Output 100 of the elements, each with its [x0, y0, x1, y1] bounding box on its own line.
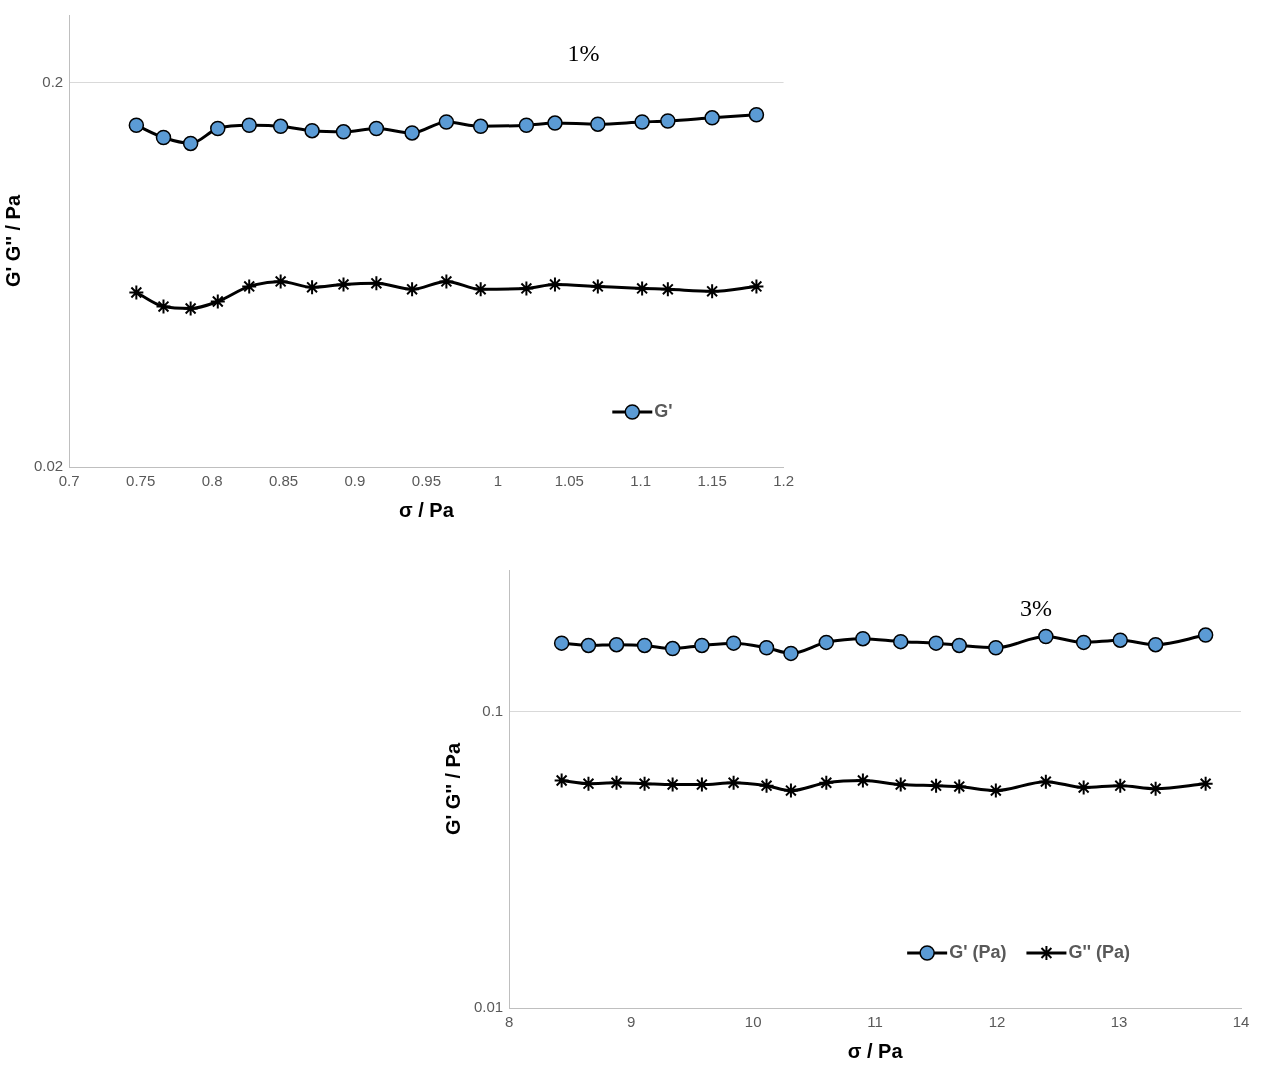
point: [335, 276, 352, 293]
point: [928, 777, 945, 794]
point: [438, 114, 455, 130]
point: [854, 772, 871, 789]
point: [1075, 634, 1092, 651]
point: [1197, 775, 1214, 792]
point: [182, 300, 199, 317]
point: [987, 782, 1004, 799]
point: [1112, 632, 1128, 648]
y-tick-label: 0.2: [42, 72, 64, 90]
x-tick-label: 13: [1110, 1013, 1128, 1031]
point: [553, 635, 570, 651]
y-tick-label: 0.02: [33, 457, 64, 475]
point: [855, 630, 871, 647]
point: [580, 637, 597, 654]
point: [404, 281, 421, 298]
y-axis-title: G' G'' / Pa: [1, 194, 24, 288]
point: [546, 276, 563, 293]
point: [272, 118, 289, 135]
point: [758, 777, 775, 794]
point: [748, 107, 765, 123]
point: [634, 114, 650, 130]
point: [155, 298, 172, 315]
point: [608, 774, 625, 791]
y-tick-label: 0.01: [473, 998, 504, 1016]
point: [818, 634, 835, 651]
x-tick-label: 0.7: [58, 472, 80, 490]
point: [404, 125, 420, 141]
point: [659, 281, 676, 298]
legend-label: G' (Pa): [949, 941, 1007, 962]
point: [608, 636, 625, 653]
x-tick-label: 0.8: [201, 472, 223, 490]
point: [951, 778, 968, 795]
point: [636, 775, 653, 792]
point: [1112, 777, 1129, 794]
point: [272, 273, 289, 290]
point: [704, 283, 721, 300]
point: [636, 637, 653, 654]
point: [368, 275, 385, 292]
point: [553, 772, 570, 789]
x-tick-label: 0.75: [126, 472, 156, 490]
point: [783, 645, 799, 662]
point: [304, 279, 321, 296]
x-tick-label: 10: [744, 1013, 762, 1031]
x-axis-title: σ / Pa: [398, 498, 455, 521]
x-tick-label: 0.9: [344, 472, 366, 490]
text: 1%: [567, 40, 600, 67]
point: [988, 640, 1004, 656]
x-tick-label: 1.05: [554, 472, 584, 490]
x-tick-label: 11: [867, 1013, 883, 1031]
x-tick-label: 1: [493, 472, 502, 490]
point: [951, 637, 968, 654]
point: [634, 280, 651, 297]
y-tick-label: 0.1: [482, 701, 504, 719]
point: [748, 278, 765, 295]
point: [1037, 773, 1054, 790]
point: [580, 775, 597, 792]
point: [335, 124, 352, 140]
point: [368, 120, 385, 137]
point: [210, 120, 226, 137]
point: [664, 640, 681, 657]
point: [725, 774, 742, 791]
point: [758, 640, 775, 656]
y-axis-title: G' G'' / Pa: [441, 742, 464, 836]
point: [590, 116, 606, 132]
point: [704, 110, 720, 126]
point: [472, 118, 489, 135]
point: [438, 273, 455, 290]
x-tick-label: 1.15: [697, 472, 727, 490]
point: [1197, 627, 1214, 643]
x-axis-title: σ / Pa: [847, 1039, 904, 1062]
point: [589, 278, 606, 295]
point: [694, 637, 710, 654]
point: [128, 117, 145, 133]
x-tick-label: 1.1: [630, 472, 652, 490]
x-tick-label: 1.2: [773, 472, 794, 490]
point: [818, 774, 835, 791]
point: [660, 113, 676, 129]
point: [241, 278, 258, 295]
point: [155, 129, 172, 146]
point: [1038, 628, 1054, 645]
x-tick-label: 0.85: [268, 472, 299, 490]
point: [241, 117, 257, 133]
point: [928, 635, 944, 651]
point: [304, 122, 320, 139]
point: [518, 117, 535, 133]
legend-label: G': [654, 400, 673, 421]
x-tick-label: 9: [626, 1013, 636, 1031]
x-tick-label: 12: [988, 1013, 1006, 1031]
point: [182, 135, 199, 152]
point: [892, 776, 909, 793]
point: [1147, 636, 1164, 653]
text: 3%: [1020, 595, 1053, 622]
point: [209, 293, 226, 310]
point: [547, 115, 563, 131]
point: [725, 635, 742, 651]
x-tick-label: 8: [505, 1013, 514, 1031]
point: [782, 782, 799, 799]
x-tick-label: 14: [1232, 1013, 1250, 1031]
x-tick-label: 0.95: [411, 472, 441, 490]
